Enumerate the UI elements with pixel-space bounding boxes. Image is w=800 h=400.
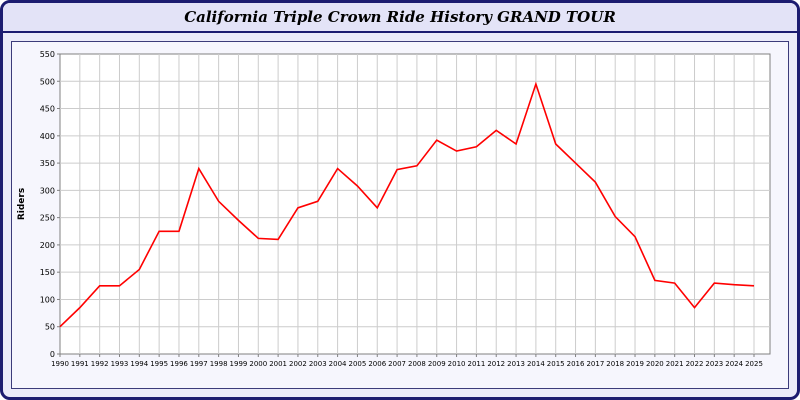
x-tick-label: 2020: [646, 360, 664, 368]
y-axis-label: Riders: [17, 188, 27, 220]
y-tick-label: 450: [40, 105, 55, 114]
x-tick-label: 2017: [586, 360, 604, 368]
x-tick-label: 1994: [130, 360, 148, 368]
x-tick-label: 2024: [725, 360, 743, 368]
x-tick-label: 2001: [269, 360, 287, 368]
x-tick-label: 2005: [349, 360, 367, 368]
page-title: California Triple Crown Ride History GRA…: [184, 8, 616, 26]
x-tick-label: 2004: [329, 360, 347, 368]
y-tick-label: 250: [40, 214, 55, 223]
x-tick-label: 2006: [368, 360, 386, 368]
x-tick-label: 2025: [745, 360, 763, 368]
x-tick-label: 2015: [547, 360, 565, 368]
y-tick-label: 300: [40, 186, 55, 195]
x-tick-label: 1998: [210, 360, 228, 368]
x-tick-label: 2002: [289, 360, 307, 368]
x-tick-label: 2013: [507, 360, 525, 368]
x-tick-label: 1993: [111, 360, 129, 368]
x-tick-label: 2010: [448, 360, 466, 368]
x-tick-label: 2022: [686, 360, 704, 368]
chart-panel: 0 50 100 150 200 250 300 350 400 450 500 550 1990 199…: [11, 41, 789, 389]
y-tick-label: 150: [40, 268, 55, 277]
y-tick-label: 400: [40, 132, 55, 141]
x-tick-label: 2023: [705, 360, 723, 368]
y-tick-label: 500: [40, 77, 55, 86]
title-bar: California Triple Crown Ride History GRA…: [3, 3, 797, 33]
y-tick-label: 350: [40, 159, 55, 168]
x-tick-label: 1999: [230, 360, 248, 368]
plot-area: [59, 53, 771, 355]
y-tick-label: 50: [45, 323, 55, 332]
x-tick-label: 1992: [91, 360, 109, 368]
x-tick-label: 1990: [51, 360, 69, 368]
riders-line-series: [59, 81, 755, 328]
y-tick-label: 550: [40, 50, 55, 59]
x-tick-label: 2021: [666, 360, 684, 368]
x-tick-label: 2000: [249, 360, 267, 368]
y-tick-label: 0: [50, 350, 55, 359]
x-tick-label: 1995: [150, 360, 168, 368]
x-tick-label: 2019: [626, 360, 644, 368]
x-tick-label: 2014: [527, 360, 545, 368]
x-tick-label: 2009: [428, 360, 446, 368]
x-tick-label: 1991: [71, 360, 89, 368]
x-tick-label: 2011: [467, 360, 485, 368]
x-tick-label: 2012: [487, 360, 505, 368]
x-tick-label: 2007: [388, 360, 406, 368]
x-tick-label: 2018: [606, 360, 624, 368]
window-body: 0 50 100 150 200 250 300 350 400 450 500 550 1990 199…: [3, 33, 797, 397]
x-tick-label: 2016: [567, 360, 585, 368]
x-tick-label: 2008: [408, 360, 426, 368]
x-tick-label: 1996: [170, 360, 188, 368]
y-tick-label: 100: [40, 295, 55, 304]
x-tick-label: 2003: [309, 360, 327, 368]
x-tick-label: 1997: [190, 360, 208, 368]
y-tick-label: 200: [40, 241, 55, 250]
